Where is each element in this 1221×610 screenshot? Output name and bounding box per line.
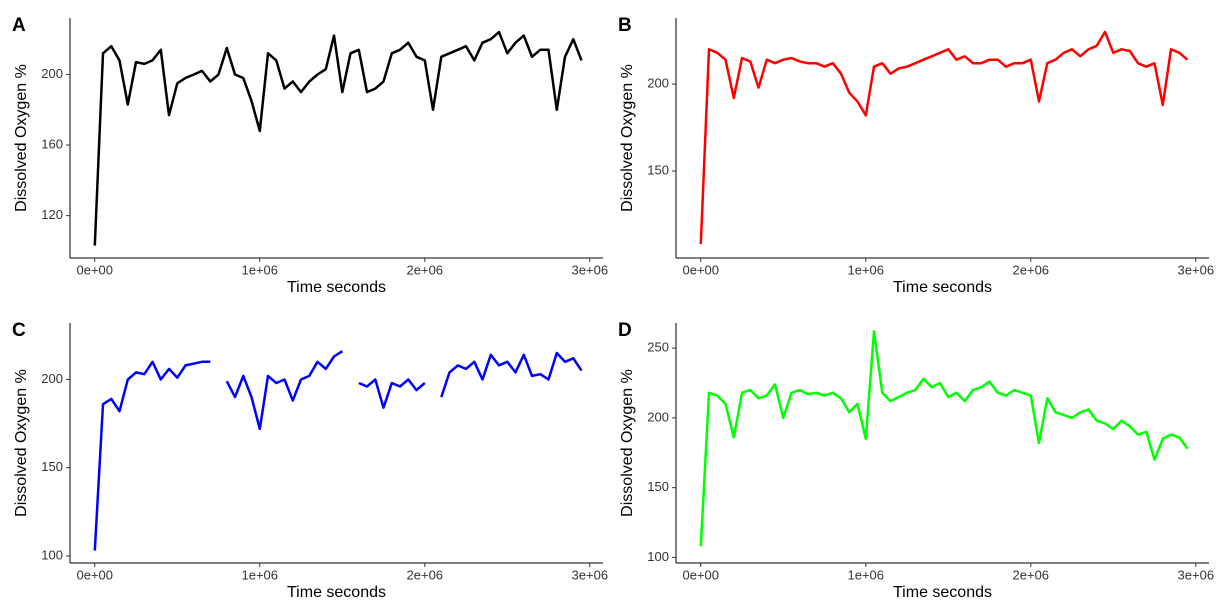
y-tick-label: 200 xyxy=(647,76,669,91)
x-tick-label: 2e+06 xyxy=(1013,567,1050,582)
data-line xyxy=(699,330,1189,547)
y-tick-label: 150 xyxy=(647,162,669,177)
panel-label: D xyxy=(618,320,632,341)
y-tick-label: 200 xyxy=(647,409,669,424)
y-tick-label: 100 xyxy=(41,547,63,562)
x-axis-title: Time seconds xyxy=(287,584,386,601)
y-tick-label: 100 xyxy=(647,549,669,564)
panel-label: C xyxy=(12,320,26,341)
x-tick-label: 0e+00 xyxy=(682,567,719,582)
x-tick-label: 1e+06 xyxy=(242,262,279,277)
x-tick-label: 3e+06 xyxy=(572,567,609,582)
x-tick-label: 3e+06 xyxy=(1178,262,1215,277)
panel-label: A xyxy=(12,15,26,36)
y-axis-title: Dissolved Oxygen % xyxy=(13,369,30,517)
x-tick-label: 2e+06 xyxy=(407,567,444,582)
y-axis-title: Dissolved Oxygen % xyxy=(13,64,30,212)
x-axis-title: Time seconds xyxy=(893,279,992,296)
y-tick-label: 200 xyxy=(41,66,63,81)
data-line xyxy=(93,30,583,246)
x-tick-label: 0e+00 xyxy=(76,262,113,277)
x-tick-label: 3e+06 xyxy=(1178,567,1215,582)
data-line xyxy=(699,30,1189,245)
y-tick-label: 250 xyxy=(647,340,669,355)
x-axis-title: Time seconds xyxy=(287,279,386,296)
x-tick-label: 3e+06 xyxy=(572,262,609,277)
y-axis-title: Dissolved Oxygen % xyxy=(619,369,636,517)
x-tick-label: 1e+06 xyxy=(242,567,279,582)
x-tick-label: 2e+06 xyxy=(407,262,444,277)
x-axis-title: Time seconds xyxy=(893,584,992,601)
y-tick-label: 200 xyxy=(41,371,63,386)
y-tick-label: 150 xyxy=(647,479,669,494)
x-tick-label: 0e+00 xyxy=(76,567,113,582)
x-tick-label: 1e+06 xyxy=(848,567,885,582)
y-tick-label: 150 xyxy=(41,459,63,474)
y-tick-label: 160 xyxy=(41,136,63,151)
x-tick-label: 0e+00 xyxy=(682,262,719,277)
x-tick-label: 2e+06 xyxy=(1013,262,1050,277)
data-line xyxy=(93,350,583,551)
y-tick-label: 120 xyxy=(41,207,63,222)
x-tick-label: 1e+06 xyxy=(848,262,885,277)
y-axis-title: Dissolved Oxygen % xyxy=(619,64,636,212)
panel-label: B xyxy=(618,15,632,36)
